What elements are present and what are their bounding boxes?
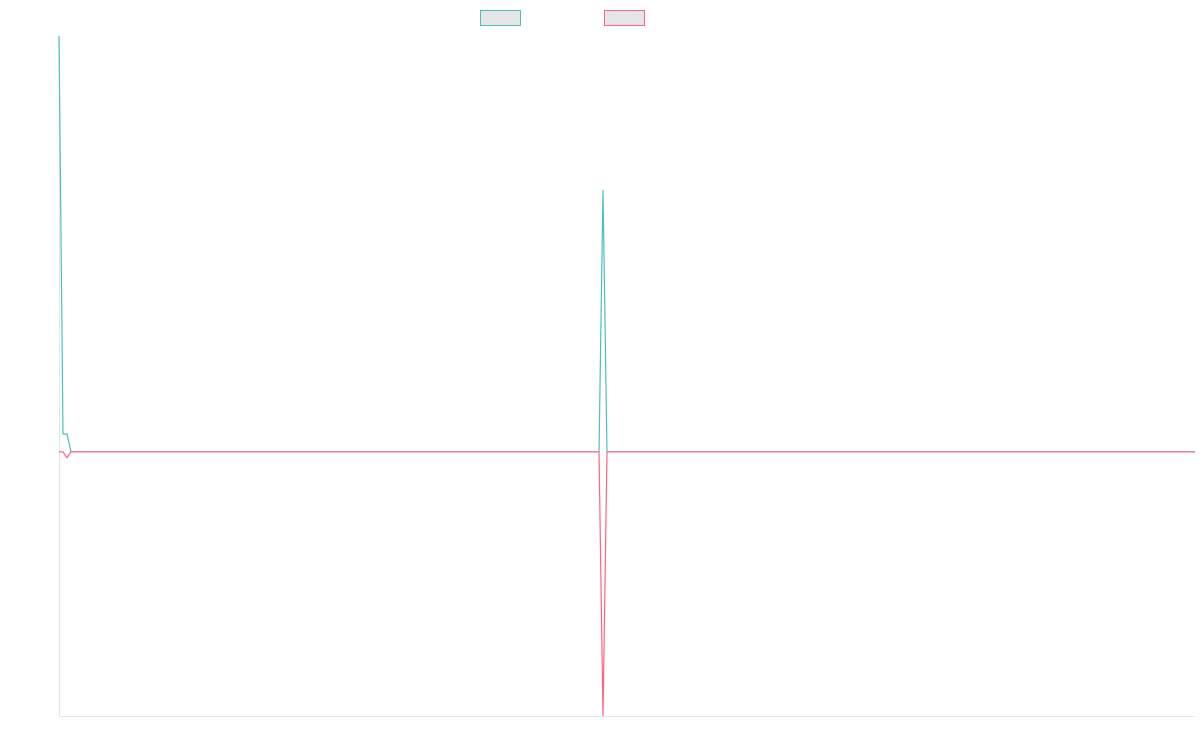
line-series <box>58 35 1195 453</box>
legend-swatch[interactable] <box>480 10 521 26</box>
legend-swatch[interactable] <box>604 10 645 26</box>
line-series <box>59 451 1195 717</box>
